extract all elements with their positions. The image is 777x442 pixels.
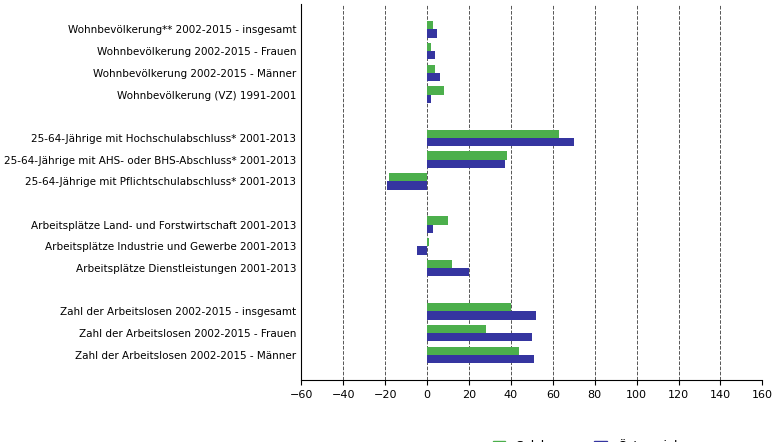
Bar (427, 303, 510, 312)
Bar (416, 246, 427, 255)
Bar (427, 73, 440, 81)
Bar (427, 95, 431, 103)
Bar (389, 173, 427, 181)
Legend: Salzburg, Österreich: Salzburg, Österreich (487, 435, 687, 442)
Bar (427, 312, 536, 320)
Bar (427, 225, 434, 233)
Bar (427, 43, 431, 51)
Bar (427, 333, 531, 341)
Bar (427, 138, 573, 146)
Bar (427, 51, 435, 59)
Bar (427, 217, 448, 225)
Bar (427, 151, 507, 160)
Bar (427, 347, 519, 355)
Bar (427, 325, 486, 333)
Bar (427, 260, 452, 268)
Bar (427, 268, 469, 276)
Bar (387, 181, 427, 190)
Bar (427, 86, 444, 95)
Bar (427, 30, 437, 38)
Bar (427, 130, 559, 138)
Bar (427, 65, 435, 73)
Bar (427, 21, 434, 30)
Bar (427, 355, 534, 363)
Bar (427, 160, 504, 168)
Bar (427, 238, 429, 246)
